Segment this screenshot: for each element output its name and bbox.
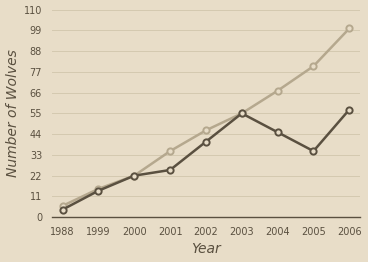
Y-axis label: Number of Wolves: Number of Wolves <box>6 50 20 177</box>
X-axis label: Year: Year <box>191 242 221 256</box>
